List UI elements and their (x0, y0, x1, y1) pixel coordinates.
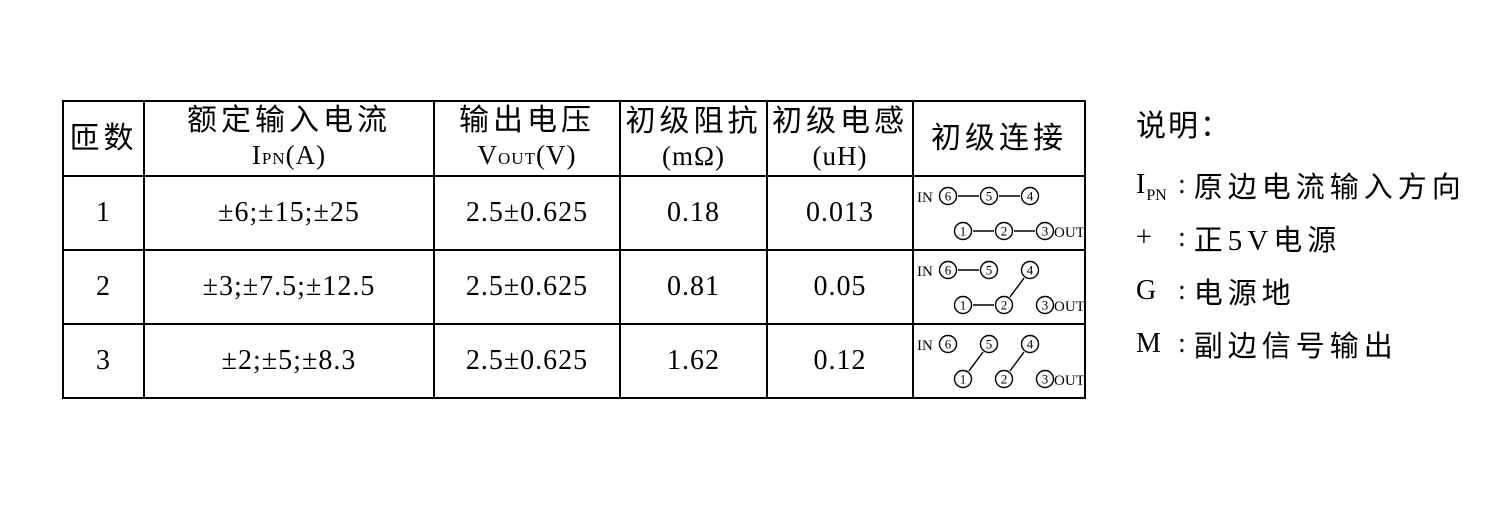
header-turns: 匝数 (62, 100, 145, 177)
symbol-main: G (1136, 274, 1157, 306)
header-primary-resistance: 初级阻抗 (mΩ) (619, 100, 768, 177)
legend-separator: : (1178, 168, 1186, 200)
header-input-current-symbol: IPN(A) (145, 139, 433, 175)
pin-number: 6 (945, 262, 952, 277)
spec-table-wrap: 匝数 额定输入电流 IPN(A) 输出电压 VOUT(V) 初级阻抗 (mΩ) … (62, 100, 1086, 399)
header-primary-connection: 初级连接 (912, 100, 1086, 177)
cell-primary-inductance: 0.12 (766, 323, 914, 399)
cell-output-voltage: 2.5±0.625 (433, 249, 621, 325)
pin-number: 1 (960, 223, 967, 238)
symbol-unit: (V) (535, 139, 577, 170)
pin-number: 3 (1042, 223, 1049, 238)
legend-title: 说明： (1136, 110, 1232, 143)
cell-turns: 3 (62, 323, 145, 399)
in-label: IN (917, 190, 933, 206)
legend-separator: : (1178, 274, 1186, 306)
pin-number: 2 (1001, 371, 1008, 386)
out-label: OUT (1054, 225, 1084, 241)
legend-item-plus: +: 正5V电源 (1136, 211, 1466, 264)
table-row: 1 ±6;±15;±25 2.5±0.625 0.18 0.013 6 5 4 1 2 3… (62, 175, 1086, 251)
symbol-sub: OUT (498, 148, 536, 168)
cell-primary-resistance: 0.18 (619, 175, 768, 251)
header-primary-resistance-unit: (mΩ) (661, 141, 726, 171)
legend-description: 原边电流输入方向 (1193, 171, 1466, 204)
pin-number: 5 (986, 336, 993, 351)
symbol-main: + (1136, 221, 1152, 253)
connection-diagram: 6 5 4 1 2 3 IN OUT (912, 175, 1086, 251)
legend-item-ipn: IPN: 原边电流输入方向 (1136, 158, 1466, 211)
cell-input-current: ±3;±7.5;±12.5 (143, 249, 435, 325)
header-output-voltage: 输出电压 VOUT(V) (433, 100, 621, 177)
header-output-voltage-title: 输出电压 (459, 103, 595, 137)
cell-primary-resistance: 1.62 (619, 323, 768, 399)
in-label: IN (917, 264, 933, 280)
legend-item-g: G: 电源地 (1136, 264, 1466, 317)
symbol-sub: PN (261, 148, 286, 168)
pin-number: 2 (1001, 223, 1008, 238)
cell-primary-inductance: 0.05 (766, 249, 914, 325)
pin-number: 3 (1042, 371, 1049, 386)
pin-number: 2 (1001, 297, 1008, 312)
spec-table: 匝数 额定输入电流 IPN(A) 输出电压 VOUT(V) 初级阻抗 (mΩ) … (62, 100, 1086, 399)
header-primary-connection-label: 初级连接 (931, 121, 1067, 155)
header-turns-label: 匝数 (69, 121, 138, 155)
cell-output-voltage: 2.5±0.625 (433, 323, 621, 399)
legend-item-m: M: 副边信号输出 (1136, 317, 1466, 370)
pin-number: 6 (945, 336, 952, 351)
table-row: 3 ±2;±5;±8.3 2.5±0.625 1.62 0.12 6 5 4 1 2 3 I… (62, 323, 1086, 399)
legend-description: 正5V电源 (1193, 224, 1342, 257)
table-header-row: 匝数 额定输入电流 IPN(A) 输出电压 VOUT(V) 初级阻抗 (mΩ) … (62, 100, 1086, 177)
connection-diagram: 6 5 4 1 2 3 IN OUT (912, 323, 1086, 399)
symbol-main: I (1136, 168, 1146, 200)
cell-turns: 2 (62, 249, 145, 325)
symbol-main: V (477, 139, 499, 170)
symbol-unit: (A) (285, 139, 327, 170)
header-primary-inductance: 初级电感 (uH) (766, 100, 914, 177)
legend-symbol: M (1136, 328, 1178, 360)
legend-separator: : (1178, 327, 1186, 359)
header-output-voltage-symbol: VOUT(V) (435, 139, 619, 175)
pin-number: 1 (960, 297, 967, 312)
legend-symbol: G (1136, 275, 1178, 307)
legend-description: 电源地 (1193, 277, 1296, 310)
cell-primary-inductance: 0.013 (766, 175, 914, 251)
legend-symbol: IPN (1136, 168, 1178, 204)
pin-number: 5 (986, 262, 993, 277)
header-input-current: 额定输入电流 IPN(A) (143, 100, 435, 177)
legend-description: 副边信号输出 (1193, 330, 1398, 363)
pin-number: 5 (986, 188, 993, 203)
pin-number: 4 (1027, 262, 1034, 277)
pin-number: 3 (1042, 297, 1049, 312)
table-row: 2 ±3;±7.5;±12.5 2.5±0.625 0.81 0.05 6 5 4 1… (62, 249, 1086, 325)
pin-number: 4 (1027, 336, 1034, 351)
cell-output-voltage: 2.5±0.625 (433, 175, 621, 251)
pin-number: 6 (945, 188, 952, 203)
pin-number: 1 (960, 371, 967, 386)
legend: 说明： IPN: 原边电流输入方向 +: 正5V电源 G: 电源地 M: 副边信号输出 (1136, 108, 1466, 370)
in-label: IN (917, 338, 933, 354)
header-primary-inductance-unit: (uH) (812, 141, 868, 171)
pin-number: 4 (1027, 188, 1034, 203)
connection-diagram: 6 5 4 1 2 3 IN OUT (912, 249, 1086, 325)
header-input-current-title: 额定输入电流 (187, 103, 391, 137)
header-primary-resistance-title: 初级阻抗 (625, 105, 762, 138)
cell-input-current: ±6;±15;±25 (143, 175, 435, 251)
symbol-main: I (251, 139, 262, 170)
symbol-sub: PN (1146, 186, 1167, 204)
legend-separator: : (1178, 221, 1186, 253)
legend-symbol: + (1136, 222, 1178, 254)
out-label: OUT (1054, 299, 1084, 315)
header-primary-inductance-title: 初级电感 (772, 105, 908, 138)
cell-input-current: ±2;±5;±8.3 (143, 323, 435, 399)
cell-primary-resistance: 0.81 (619, 249, 768, 325)
symbol-main: M (1136, 327, 1161, 359)
out-label: OUT (1054, 373, 1084, 389)
cell-turns: 1 (62, 175, 145, 251)
